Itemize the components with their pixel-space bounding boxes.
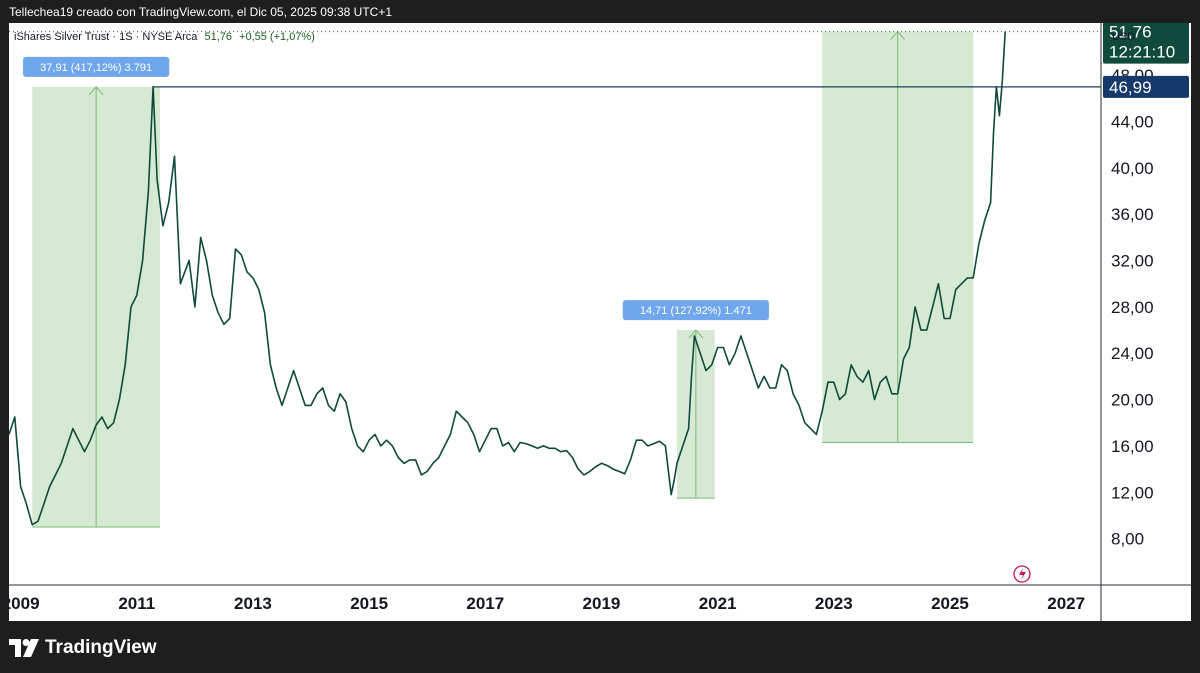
y-tick-1: 12,00	[1111, 483, 1154, 502]
brand-name: TradingView	[45, 637, 157, 658]
last-price-text: 51,76	[1109, 23, 1152, 42]
measure-label-bg-0	[23, 56, 170, 77]
countdown-text: 12:21:10	[1109, 43, 1175, 62]
x-tick-0: 2009	[9, 594, 40, 613]
measure-label-bg-1	[622, 300, 769, 321]
x-tick-4: 2017	[466, 594, 504, 613]
series-layer	[9, 31, 1006, 526]
change-value: +0,55 (+1,07%)	[239, 31, 315, 43]
y-tick-6: 32,00	[1111, 252, 1154, 271]
y-tick-8: 40,00	[1111, 159, 1154, 178]
x-tick-3: 2015	[350, 594, 388, 613]
y-tick-3: 20,00	[1111, 391, 1154, 410]
y-tick-2: 16,00	[1111, 437, 1154, 456]
x-tick-8: 2025	[931, 594, 969, 613]
y-tick-4: 24,00	[1111, 344, 1154, 363]
x-tick-7: 2023	[815, 594, 853, 613]
level-badge	[1103, 75, 1189, 98]
level-layer	[9, 31, 1101, 88]
last-price-badge	[1103, 23, 1189, 64]
symbol-name: iShares Silver Trust · 1S · NYSE Arca	[14, 31, 198, 43]
chart-canvas[interactable]: 37,91 (417,12%) 3.791 14,71 (127,92%) 1.4…	[9, 23, 1191, 621]
measure-arrowhead-1	[688, 329, 704, 339]
currency-label[interactable]: USD	[1112, 31, 1136, 43]
measure-label-0: 37,91 (417,12%) 3.791	[40, 62, 152, 74]
brand-logo: TradingView	[9, 637, 157, 659]
measure-layer: 37,91 (417,12%) 3.791 14,71 (127,92%) 1.4…	[23, 30, 974, 528]
header-caption: Tellechea19 creado con TradingView.com, …	[9, 5, 393, 19]
chart-frame[interactable]: 37,91 (417,12%) 3.791 14,71 (127,92%) 1.4…	[9, 23, 1191, 621]
price-line	[9, 31, 1006, 526]
x-tick-1: 2011	[118, 594, 155, 613]
x-tick-5: 2019	[583, 594, 621, 613]
lightning-bolt-icon	[1019, 568, 1026, 580]
y-tick-9: 44,00	[1111, 112, 1154, 131]
symbol-legend[interactable]: iShares Silver Trust · 1S · NYSE Arca 51…	[14, 31, 315, 43]
axis-layer: 8,00 12,00 16,00 20,00 24,00 28,00 32,00 36,00 4…	[9, 23, 1191, 621]
measure-arrowhead-0	[88, 86, 104, 96]
measure-label-1: 14,71 (127,92%) 1.471	[640, 305, 752, 317]
y-tick-5: 28,00	[1111, 298, 1154, 317]
tradingview-logo-icon	[9, 639, 39, 657]
x-tick-6: 2021	[699, 594, 737, 613]
y-tick-7: 36,00	[1111, 205, 1154, 224]
x-tick-2: 2013	[234, 594, 272, 613]
x-tick-9: 2027	[1047, 594, 1085, 613]
level-badge-text: 46,99	[1109, 78, 1152, 97]
axis-corner	[1102, 586, 1191, 621]
y-tick-0: 8,00	[1111, 530, 1144, 549]
lightning-icon	[1013, 565, 1031, 583]
last-value: 51,76	[204, 31, 232, 43]
